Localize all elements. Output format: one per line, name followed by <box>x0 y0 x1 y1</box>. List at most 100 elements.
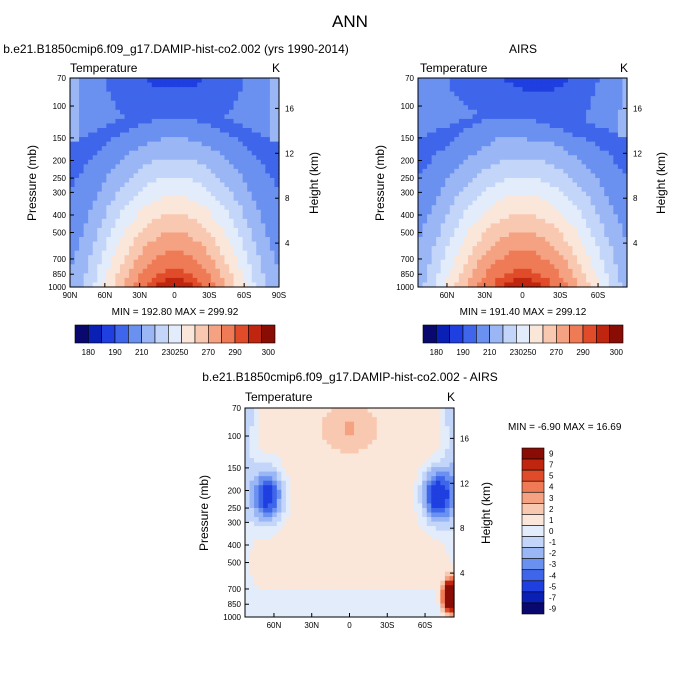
heatmap-cell <box>79 150 85 156</box>
heatmap-cell <box>156 168 162 175</box>
heatmap-cell <box>527 282 533 288</box>
heatmap-cell <box>229 241 235 247</box>
heatmap-cell <box>481 250 487 256</box>
heatmap-cell <box>229 78 235 84</box>
heatmap-cell <box>70 241 76 247</box>
heatmap-cell <box>495 105 501 111</box>
heatmap-cell <box>481 277 487 284</box>
heatmap-cell <box>129 96 135 102</box>
heatmap-cell <box>179 191 185 197</box>
heatmap-cell <box>472 164 478 170</box>
heatmap-cell <box>138 91 144 97</box>
heatmap-cell <box>156 273 162 279</box>
heatmap-cell <box>106 87 112 93</box>
heatmap-cell <box>281 457 287 464</box>
heatmap-cell <box>147 282 153 288</box>
heatmap-cell <box>545 227 551 234</box>
heatmap-cell <box>79 82 85 88</box>
heatmap-cell <box>265 223 271 229</box>
heatmap-cell <box>247 209 253 215</box>
heatmap-cell <box>299 571 305 577</box>
heatmap-cell <box>165 132 171 138</box>
heatmap-cell <box>622 78 628 84</box>
heatmap-cell <box>115 177 121 184</box>
heatmap-cell <box>586 187 592 193</box>
heatmap-cell <box>540 191 546 197</box>
heatmap-cell <box>513 223 519 229</box>
heatmap-cell <box>281 589 287 595</box>
heatmap-cell <box>245 521 251 527</box>
heatmap-cell <box>445 173 451 179</box>
heatmap-cell <box>224 187 230 193</box>
heatmap-cell <box>554 105 560 111</box>
heatmap-cell <box>274 137 280 143</box>
heatmap-cell <box>504 132 510 138</box>
heatmap-cell <box>276 467 282 473</box>
heatmap-cell <box>245 544 251 550</box>
heatmap-cell <box>563 164 569 170</box>
heatmap-cell <box>174 196 180 202</box>
heatmap-cell <box>599 268 605 274</box>
heatmap-cell <box>549 168 555 175</box>
heatmap-cell <box>138 282 144 288</box>
panel-obs-colorbar: 180 190 210 230 250 270 290 300 <box>422 324 624 357</box>
heatmap-cell <box>513 277 519 284</box>
heatmap-cell <box>179 273 185 279</box>
heatmap-cell <box>165 168 171 175</box>
heatmap-cell <box>197 214 203 220</box>
heatmap-cell <box>245 607 251 614</box>
heatmap-cell <box>527 205 533 211</box>
heatmap-cell <box>119 137 126 143</box>
heatmap-cell <box>242 164 248 170</box>
heatmap-cell <box>119 200 126 206</box>
heatmap-cell <box>88 214 94 220</box>
heatmap-cell <box>445 146 451 152</box>
heatmap-cell <box>481 214 487 220</box>
heatmap-cell <box>486 96 492 102</box>
heatmap-cell <box>272 607 278 614</box>
heatmap-cell <box>92 159 98 165</box>
heatmap-cell <box>188 277 194 284</box>
heatmap-cell <box>229 255 235 261</box>
heatmap-cell <box>265 109 271 115</box>
heatmap-cell <box>251 78 257 84</box>
heatmap-cell <box>440 191 446 197</box>
heatmap-cell <box>504 191 510 197</box>
heatmap-cell <box>617 141 624 147</box>
heatmap-cell <box>258 557 264 564</box>
heatmap-cell <box>427 282 433 288</box>
heatmap-cell <box>263 448 269 455</box>
heatmap-cell <box>197 146 203 152</box>
heatmap-cell <box>517 182 524 188</box>
heatmap-cell <box>599 123 605 129</box>
heatmap-cell <box>110 105 117 111</box>
heatmap-cell <box>251 91 257 97</box>
heatmap-cell <box>70 209 76 215</box>
heatmap-cell <box>290 571 296 577</box>
heatmap-cell <box>74 241 80 247</box>
heatmap-cell <box>233 277 239 284</box>
heatmap-cell <box>245 476 251 482</box>
heatmap-cell <box>267 567 273 573</box>
heatmap-cell <box>294 548 301 554</box>
heatmap-cell <box>504 109 510 115</box>
heatmap-cell <box>169 218 176 224</box>
heatmap-cell <box>590 268 596 274</box>
heatmap-cell <box>467 118 474 125</box>
heatmap-cell <box>281 494 287 500</box>
heatmap-cell <box>274 227 280 234</box>
heatmap-cell <box>445 87 451 93</box>
heatmap-cell <box>586 155 592 161</box>
heatmap-cell <box>142 78 148 84</box>
heatmap-cell <box>242 87 248 93</box>
heatmap-cell <box>445 164 451 170</box>
heatmap-cell <box>210 255 216 261</box>
heatmap-cell <box>206 118 212 125</box>
heatmap-cell <box>192 114 198 120</box>
heatmap-cell <box>129 173 135 179</box>
heatmap-cell <box>251 164 257 170</box>
heatmap-cell <box>431 114 437 120</box>
heatmap-cell <box>156 214 162 220</box>
heatmap-cell <box>622 177 628 184</box>
heatmap-cell <box>188 100 194 106</box>
